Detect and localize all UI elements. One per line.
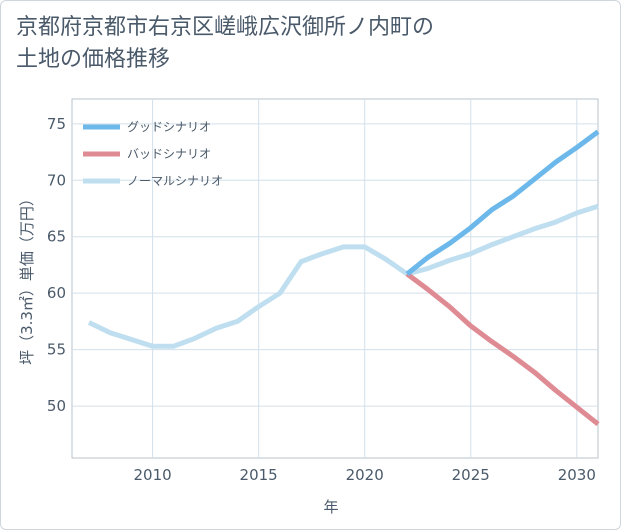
x-tick-2030: 2030 bbox=[558, 466, 596, 484]
y-tick-55: 55 bbox=[47, 341, 66, 359]
x-tick-2015: 2015 bbox=[240, 466, 278, 484]
y-tick-65: 65 bbox=[47, 228, 66, 246]
plot-area bbox=[71, 98, 599, 459]
y-axis-title: 坪（3.3㎡）単価（万円） bbox=[18, 191, 36, 365]
legend-label-normal: ノーマルシナリオ bbox=[127, 174, 223, 188]
chart-title-line-2: 土地の価格推移 bbox=[16, 47, 171, 72]
series-line-bad bbox=[405, 271, 600, 427]
series-lines bbox=[87, 129, 600, 427]
x-tick-2020: 2020 bbox=[346, 466, 384, 484]
x-axis-title: 年 bbox=[323, 498, 338, 516]
legend-label-bad: バッドシナリオ bbox=[127, 147, 211, 161]
legend-label-good: グッドシナリオ bbox=[127, 120, 211, 134]
y-axis-ticks: 50 55 60 65 70 75 bbox=[47, 115, 66, 415]
grid-lines bbox=[72, 99, 598, 458]
series-line-good bbox=[405, 129, 600, 276]
y-tick-60: 60 bbox=[47, 284, 66, 302]
y-tick-70: 70 bbox=[47, 171, 66, 189]
series-line-normal bbox=[87, 203, 599, 349]
x-tick-2025: 2025 bbox=[452, 466, 490, 484]
y-tick-50: 50 bbox=[47, 397, 66, 415]
chart-title: 京都府京都市右京区嵯峨広沢御所ノ内町の 土地の価格推移 bbox=[16, 12, 606, 76]
y-tick-75: 75 bbox=[47, 115, 66, 133]
x-tick-2010: 2010 bbox=[134, 466, 172, 484]
chart-title-line-1: 京都府京都市右京区嵯峨広沢御所ノ内町の bbox=[16, 15, 435, 40]
x-axis-ticks: 2010 2015 2020 2025 2030 bbox=[134, 466, 596, 484]
